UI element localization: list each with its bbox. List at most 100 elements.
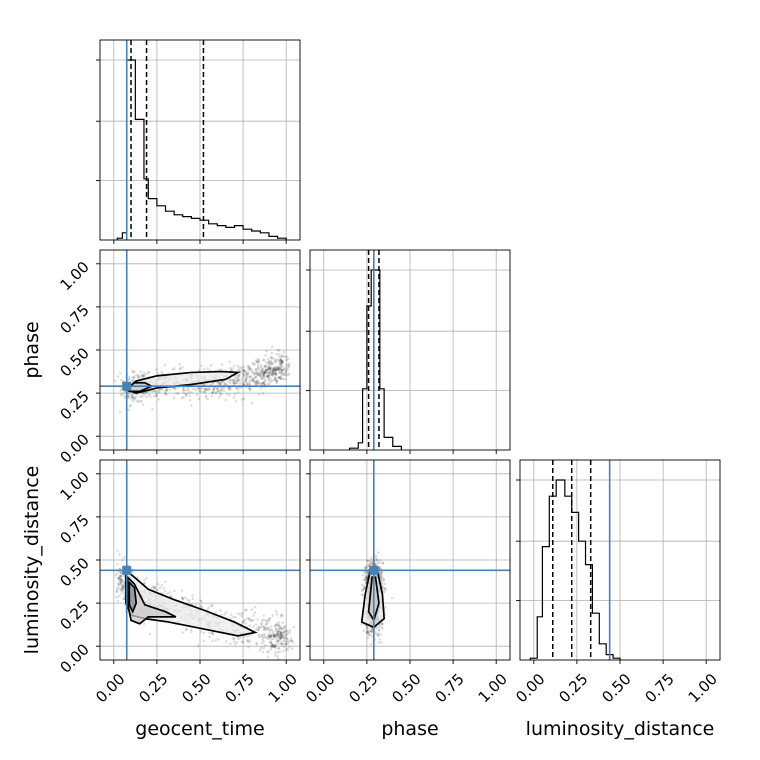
scatter-point <box>178 366 182 370</box>
scatter-point <box>163 392 167 395</box>
scatter-point <box>254 382 258 385</box>
scatter-point <box>283 636 286 640</box>
scatter-point <box>128 404 132 408</box>
scatter-point <box>274 623 278 627</box>
scatter-point <box>369 642 373 646</box>
scatter-point <box>273 368 277 372</box>
scatter-point <box>234 381 238 385</box>
scatter-point <box>131 393 134 397</box>
scatter-point <box>272 366 276 370</box>
scatter-point <box>276 642 280 645</box>
scatter-point <box>254 375 258 379</box>
scatter-point <box>121 584 125 588</box>
scatter-point <box>375 557 379 560</box>
scatter-point <box>187 388 191 392</box>
scatter-point <box>117 577 121 581</box>
scatter-point <box>278 366 282 369</box>
scatter-point <box>273 624 277 628</box>
scatter-point <box>273 644 276 648</box>
scatter-point <box>285 363 289 367</box>
scatter-point <box>270 645 273 649</box>
scatter-point <box>281 635 285 639</box>
scatter-point <box>277 365 280 369</box>
scatter-point <box>118 371 122 375</box>
scatter-point <box>250 368 253 371</box>
scatter-point <box>198 389 202 392</box>
scatter-point <box>279 625 283 629</box>
scatter-point <box>229 381 232 385</box>
scatter-point <box>148 632 151 636</box>
scatter-point <box>256 372 260 376</box>
scatter-point <box>367 633 370 636</box>
scatter-point <box>382 590 385 594</box>
scatter-point <box>289 636 293 640</box>
scatter-point <box>379 571 383 575</box>
scatter-point <box>247 640 251 644</box>
scatter-point <box>127 396 131 400</box>
scatter-point <box>240 398 244 401</box>
scatter-point <box>248 379 252 382</box>
scatter-point <box>238 378 241 382</box>
scatter-point <box>276 633 280 636</box>
scatter-point <box>204 387 208 391</box>
scatter-point <box>274 372 277 375</box>
scatter-point <box>255 381 259 384</box>
scatter-point <box>116 562 119 566</box>
scatter-point <box>199 599 203 602</box>
scatter-point <box>263 627 266 631</box>
scatter-point <box>118 410 122 414</box>
scatter-point <box>261 369 264 372</box>
scatter-point <box>261 369 264 372</box>
scatter-point <box>136 376 140 379</box>
scatter-point <box>186 598 190 601</box>
scatter-point <box>277 376 281 379</box>
scatter-point <box>232 637 235 641</box>
scatter-point <box>219 609 222 612</box>
scatter-point <box>261 638 265 641</box>
scatter-point <box>287 362 291 366</box>
scatter-point <box>174 386 178 390</box>
scatter-point <box>156 390 160 394</box>
scatter-point <box>377 634 380 638</box>
scatter-point <box>138 400 142 403</box>
scatter-point <box>122 591 126 595</box>
scatter-point <box>383 586 387 590</box>
scatter-point <box>244 622 248 625</box>
scatter-point <box>237 368 240 372</box>
scatter-point <box>119 582 122 585</box>
scatter-point <box>380 573 383 576</box>
scatter-point <box>254 375 258 378</box>
scatter-point <box>286 632 289 636</box>
scatter-point <box>255 382 258 386</box>
scatter-point <box>119 581 123 584</box>
scatter-point <box>272 634 276 638</box>
scatter-point <box>164 580 167 584</box>
scatter-point <box>270 634 274 637</box>
scatter-point <box>127 392 131 395</box>
scatter-point <box>285 647 288 651</box>
scatter-point <box>364 566 367 570</box>
scatter-point <box>202 390 205 393</box>
scatter-point <box>390 596 394 600</box>
scatter-point <box>259 363 263 367</box>
scatter-point <box>242 374 246 377</box>
scatter-point <box>247 366 251 369</box>
scatter-point <box>209 364 213 367</box>
scatter-point <box>118 575 122 579</box>
scatter-point <box>283 625 286 629</box>
scatter-point <box>240 611 244 615</box>
scatter-point <box>118 579 121 583</box>
scatter-point <box>187 599 191 603</box>
scatter-point <box>210 603 214 607</box>
scatter-point <box>284 642 287 646</box>
scatter-point <box>267 375 271 379</box>
scatter-point <box>253 363 256 367</box>
scatter-point <box>259 386 263 390</box>
scatter-point <box>267 634 271 638</box>
scatter-point <box>283 630 286 634</box>
xtick-label: 1.00 <box>475 670 511 706</box>
scatter-point <box>277 633 281 636</box>
scatter-point <box>291 641 295 644</box>
scatter-point <box>366 627 370 630</box>
scatter-point <box>279 633 283 637</box>
